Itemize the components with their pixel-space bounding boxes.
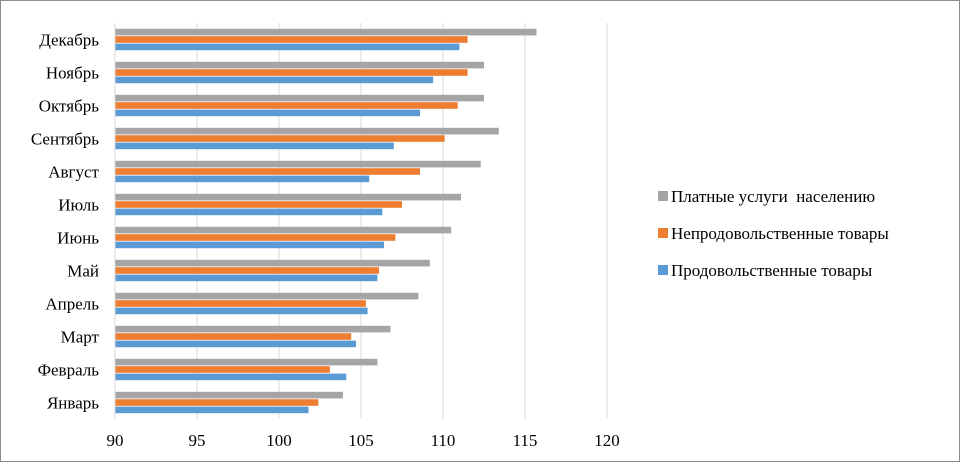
bar-series-1 bbox=[115, 366, 330, 373]
legend: Платные услуги населению Непродовольствен… bbox=[658, 187, 889, 280]
bar-series-2 bbox=[115, 160, 481, 168]
bar-series-2 bbox=[115, 325, 391, 333]
bar-series-1 bbox=[115, 300, 366, 307]
bars bbox=[115, 28, 537, 414]
category-label: Апрель bbox=[45, 295, 99, 314]
category-label: Июнь bbox=[57, 229, 99, 248]
bar-series-0 bbox=[115, 406, 309, 414]
legend-label: Платные услуги населению bbox=[671, 187, 875, 206]
x-tick-label: 105 bbox=[348, 431, 374, 450]
bar-series-0 bbox=[115, 175, 370, 183]
bar-series-0 bbox=[115, 76, 434, 84]
bar-series-1 bbox=[115, 201, 402, 208]
legend-label: Непродовольственные товары bbox=[671, 224, 889, 243]
category-label: Июль bbox=[58, 196, 99, 215]
bar-series-2 bbox=[115, 127, 499, 135]
bar-series-1 bbox=[115, 267, 380, 274]
x-tick-label: 120 bbox=[594, 431, 620, 450]
category-label: Март bbox=[61, 328, 100, 347]
category-label: Август bbox=[48, 163, 99, 182]
bar-series-2 bbox=[115, 292, 419, 300]
category-label: Май bbox=[67, 262, 99, 281]
legend-label: Продовольственные товары bbox=[671, 261, 873, 280]
category-label: Ноябрь bbox=[46, 64, 99, 83]
bar-series-2 bbox=[115, 259, 430, 267]
category-label: Февраль bbox=[38, 361, 100, 380]
bar-series-2 bbox=[115, 28, 537, 36]
x-tick-label: 95 bbox=[189, 431, 206, 450]
bar-series-0 bbox=[115, 208, 383, 216]
x-tick-label: 90 bbox=[107, 431, 124, 450]
bar-series-0 bbox=[115, 142, 394, 150]
category-label: Октябрь bbox=[39, 97, 99, 116]
bar-series-0 bbox=[115, 109, 421, 117]
bar-series-2 bbox=[115, 193, 462, 201]
bar-series-2 bbox=[115, 391, 343, 399]
category-label: Январь bbox=[47, 394, 99, 413]
bar-series-1 bbox=[115, 102, 458, 109]
category-label: Сентябрь bbox=[31, 130, 99, 149]
legend-swatch bbox=[658, 228, 668, 238]
bar-series-0 bbox=[115, 307, 368, 315]
bar-series-0 bbox=[115, 274, 378, 282]
legend-swatch bbox=[658, 191, 668, 201]
bar-series-1 bbox=[115, 333, 352, 340]
bar-series-2 bbox=[115, 61, 484, 69]
bar-series-2 bbox=[115, 226, 452, 234]
bar-series-1 bbox=[115, 135, 445, 142]
bar-series-1 bbox=[115, 234, 396, 241]
legend-swatch bbox=[658, 265, 668, 275]
x-tick-label: 115 bbox=[513, 431, 538, 450]
gridlines bbox=[196, 23, 608, 419]
bar-series-1 bbox=[115, 399, 319, 406]
bar-series-0 bbox=[115, 340, 357, 348]
bar-series-2 bbox=[115, 358, 378, 366]
bar-series-0 bbox=[115, 373, 347, 381]
bar-series-2 bbox=[115, 94, 484, 102]
x-tick-label: 110 bbox=[431, 431, 456, 450]
bar-series-0 bbox=[115, 241, 384, 249]
bar-series-1 bbox=[115, 36, 468, 43]
bar-series-1 bbox=[115, 168, 421, 175]
bar-series-0 bbox=[115, 43, 460, 51]
x-tick-label: 100 bbox=[266, 431, 292, 450]
axis-labels: 90 95 100 105 110 115 120 Январь Февраль Март Апре… bbox=[31, 31, 620, 451]
bar-series-1 bbox=[115, 69, 468, 76]
category-label: Декабрь bbox=[39, 31, 99, 50]
